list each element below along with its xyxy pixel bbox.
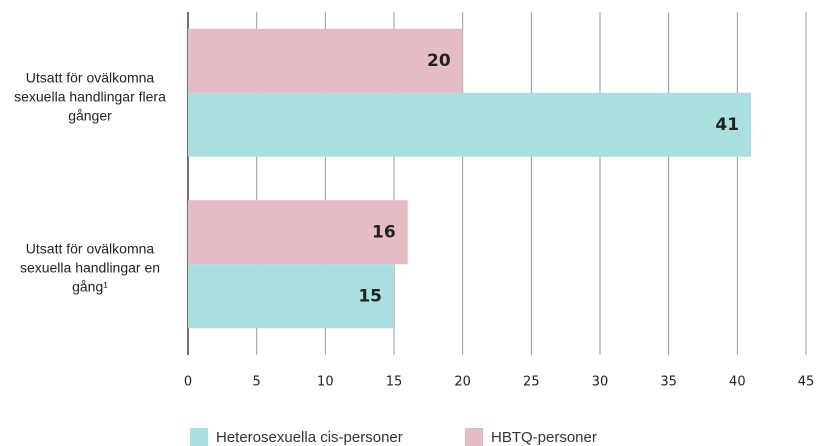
- legend-swatch: [465, 428, 483, 446]
- x-tick-label: 30: [592, 375, 609, 390]
- legend-label: Heterosexuella cis-personer: [216, 429, 403, 446]
- data-label: 41: [715, 115, 739, 135]
- data-label: 20: [427, 51, 451, 71]
- x-tick-label: 5: [253, 375, 261, 390]
- x-tick-label: 35: [660, 375, 677, 390]
- category-label: Utsatt för ovälkomna sexuella handlingar…: [19, 240, 161, 295]
- x-tick-label: 20: [454, 375, 471, 390]
- x-tick-label: 10: [317, 375, 334, 390]
- bar: [188, 200, 408, 265]
- x-tick-label: 0: [184, 375, 192, 390]
- bar: [188, 28, 463, 93]
- legend-label: HBTQ-personer: [491, 429, 597, 446]
- x-tick-label: 25: [523, 375, 540, 390]
- legend-swatch: [190, 428, 208, 446]
- data-label: 16: [372, 222, 396, 242]
- category-label: Utsatt för ovälkomna sexuella handlingar…: [14, 69, 166, 124]
- bar: [188, 92, 752, 157]
- data-label: 15: [358, 286, 382, 306]
- x-tick-label: 45: [798, 375, 815, 390]
- x-tick-label: 40: [729, 375, 746, 390]
- bar: [188, 264, 394, 329]
- x-tick-label: 15: [386, 375, 403, 390]
